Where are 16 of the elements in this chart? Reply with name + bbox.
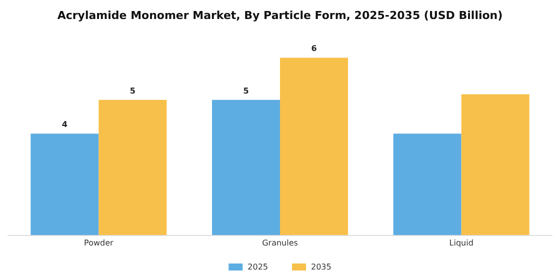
legend-label: 2035 [311, 262, 332, 272]
data-label: 6 [311, 44, 318, 54]
x-tick-label: Granules [262, 238, 298, 248]
chart-title: Acrylamide Monomer Market, By Particle Form, 2025-2035 (USD Billion) [57, 9, 503, 22]
x-tick-label: Liquid [449, 238, 474, 248]
bar [212, 100, 280, 235]
data-label: 4 [62, 120, 68, 130]
bar [98, 100, 167, 235]
bar [280, 58, 348, 235]
data-label: 5 [130, 86, 136, 96]
bar [30, 134, 99, 235]
x-tick-label: Powder [84, 238, 114, 248]
bar [461, 94, 530, 235]
bar [393, 134, 462, 235]
data-label: 5 [243, 86, 250, 96]
legend-label: 2025 [248, 262, 268, 272]
